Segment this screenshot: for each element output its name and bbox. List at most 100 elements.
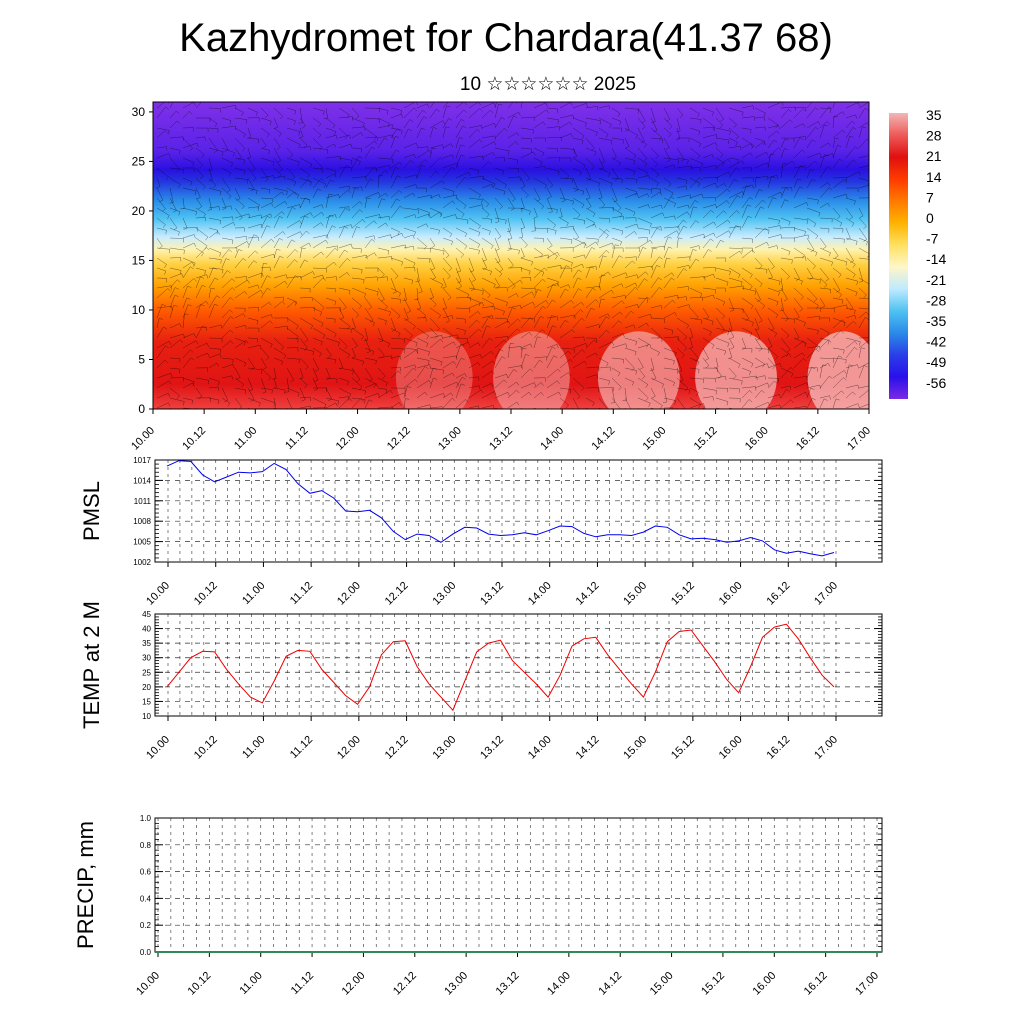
wind-barb [481, 177, 496, 188]
wind-barb [689, 193, 704, 199]
wind-barb [429, 207, 443, 218]
wind-barb [689, 276, 706, 281]
wind-barb [663, 127, 672, 138]
wind-barb [793, 406, 807, 409]
wind-barb [572, 227, 580, 240]
page-title: Kazhydromet for Chardara(41.37 68) [179, 16, 833, 60]
wind-barb [778, 277, 784, 291]
wind-barb [520, 368, 534, 379]
wind-barb [832, 330, 844, 339]
wind-barb [208, 362, 220, 369]
wind-barb [247, 397, 261, 407]
wind-barb [429, 120, 446, 129]
wind-barb [494, 373, 509, 379]
wind-barb [689, 107, 700, 118]
x-tick-label: 12.12 [391, 970, 419, 998]
wind-barb [819, 227, 830, 233]
wind-barb [741, 237, 753, 244]
wind-barb [156, 167, 169, 181]
wind-barb [429, 307, 442, 319]
wind-barb [663, 312, 677, 319]
wind-barb [650, 226, 662, 231]
wind-barb [533, 377, 546, 382]
wind-barb [676, 357, 683, 373]
wind-barb [273, 337, 285, 351]
wind-barb [494, 317, 509, 324]
wind-barb [689, 327, 694, 339]
wind-barb [299, 396, 311, 402]
y-tick-label: 0.0 [140, 948, 152, 957]
wind-barb [676, 225, 688, 239]
wind-barb [182, 207, 198, 216]
wind-barb [806, 139, 816, 149]
wind-barb [832, 207, 841, 220]
wind-barb [624, 347, 637, 356]
wind-barb [676, 185, 688, 190]
wind-barb [481, 102, 496, 109]
wind-barb [624, 217, 637, 222]
wind-barb [364, 357, 377, 365]
wind-barb [676, 407, 679, 409]
wind-barb [546, 117, 559, 124]
wind-barb [858, 184, 869, 189]
wind-barb [416, 337, 429, 348]
wind-barb [572, 269, 582, 279]
wind-barb [702, 165, 718, 170]
heatmap-x-tick-label: 16.12 [794, 425, 822, 453]
wind-barb [806, 315, 821, 321]
wind-barb [169, 273, 184, 279]
wind-barb [299, 242, 312, 249]
wind-barb [234, 324, 247, 330]
wind-barb [767, 197, 777, 209]
wind-barb [364, 377, 377, 388]
wind-barb [429, 108, 440, 119]
wind-barb [273, 216, 284, 229]
wind-barb [780, 317, 795, 324]
wind-barb [182, 278, 197, 289]
wind-barb [832, 317, 846, 327]
wind-barb [754, 116, 765, 121]
colorbar-scale [889, 113, 908, 399]
wind-barb [260, 187, 271, 194]
wind-barb [858, 267, 864, 283]
wind-barb [221, 117, 232, 125]
wind-barb [650, 247, 657, 259]
wind-barb [806, 121, 821, 129]
wind-barb [247, 234, 258, 249]
x-tick-label: 16.12 [802, 970, 830, 998]
wind-barb [585, 137, 595, 151]
wind-barb [390, 392, 407, 399]
wind-barb [676, 256, 691, 261]
wind-barb [832, 247, 839, 259]
wind-barb [338, 189, 351, 199]
wind-barb [195, 136, 206, 141]
wind-barb [611, 137, 624, 144]
wind-barb [208, 257, 222, 264]
wind-barb [234, 177, 248, 184]
wind-barb [247, 317, 259, 325]
wind-barb [247, 236, 260, 242]
wind-barb [728, 195, 741, 209]
wind-barb [702, 232, 716, 239]
wind-barb [715, 230, 731, 239]
wind-barb [156, 340, 172, 349]
wind-barb [780, 337, 791, 353]
wind-barb [689, 249, 697, 259]
x-tick-label: 14.12 [596, 970, 624, 998]
wind-barb [455, 307, 471, 313]
wind-barb [455, 154, 465, 169]
wind-barb [702, 387, 717, 395]
wind-barb [806, 247, 818, 257]
wind-barb [637, 237, 648, 242]
wind-barb [533, 267, 545, 276]
wind-barb [806, 169, 815, 179]
wind-barb [403, 119, 414, 129]
wind-barb [559, 299, 574, 309]
wind-barb [156, 326, 168, 339]
x-tick-label: 11.12 [289, 970, 316, 997]
wind-barb [325, 317, 336, 324]
wind-barb [858, 207, 864, 219]
wind-barb [780, 367, 794, 378]
wind-barb [234, 167, 246, 175]
heatmap-x-tick-label: 13.12 [487, 425, 515, 453]
